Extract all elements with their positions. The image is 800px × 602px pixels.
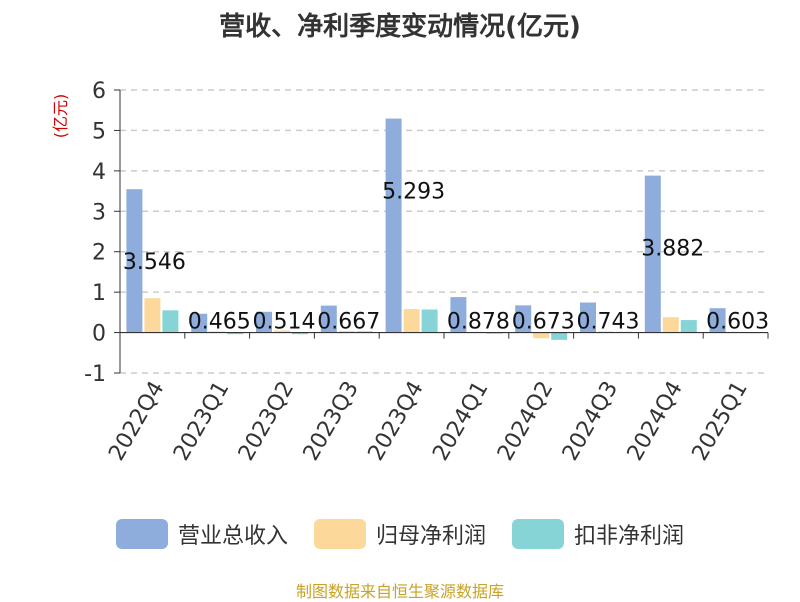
data-label: 0.603 (706, 310, 769, 335)
x-tick-label: 2025Q1 (687, 377, 752, 465)
legend-swatch-net-profit (313, 519, 366, 549)
y-tick-label: 2 (92, 241, 106, 266)
x-tick-label: 2024Q2 (493, 377, 558, 465)
legend: 营业总收入 归母净利润 扣非净利润 (0, 518, 800, 550)
x-tick-label: 2024Q3 (558, 377, 623, 465)
x-tick-label: 2024Q4 (623, 377, 688, 465)
bar-deducted-net-profit (162, 310, 179, 333)
bar-revenue (256, 311, 272, 333)
legend-label-revenue: 营业总收入 (177, 524, 288, 549)
data-label: 0.673 (512, 310, 575, 335)
x-tick-label: 2023Q4 (363, 377, 428, 465)
data-label: 0.667 (317, 310, 380, 335)
y-tick-label: 5 (92, 119, 106, 144)
y-tick-label: 0 (92, 322, 106, 347)
bar-deducted-net-profit (551, 332, 568, 340)
data-label: 0.878 (447, 310, 510, 335)
legend-label-net-profit: 归母净利润 (375, 524, 486, 549)
y-tick-label: 4 (92, 160, 106, 185)
bar-net-profit (274, 330, 290, 333)
bar-deducted-net-profit (292, 332, 308, 335)
source-note: 制图数据来自恒生聚源数据库 (295, 582, 504, 601)
bar-net-profit (338, 330, 355, 333)
bar-net-profit (598, 331, 614, 333)
y-tick-label: 3 (92, 200, 106, 225)
bar-revenue (320, 305, 337, 333)
x-tick-label: 2023Q2 (234, 377, 299, 465)
data-label: 0.743 (577, 310, 640, 335)
bar-net-profit (403, 309, 420, 333)
chart-title: 营收、净利季度变动情况(亿元) (219, 12, 581, 42)
data-label: 3.882 (641, 237, 704, 262)
legend-item-net-profit[interactable]: 归母净利润 (313, 518, 486, 550)
legend-swatch-revenue (115, 519, 168, 549)
bar-net-profit (209, 331, 226, 333)
data-label: 0.514 (253, 310, 316, 335)
bar-net-profit (144, 298, 161, 333)
legend-swatch-deducted-net-profit (512, 519, 564, 549)
data-label: 0.465 (188, 310, 251, 335)
bar-revenue (385, 118, 402, 333)
bar-revenue (126, 189, 143, 333)
bar-deducted-net-profit (227, 332, 244, 335)
bar-deducted-net-profit (421, 309, 438, 333)
bar-revenue (515, 305, 532, 333)
legend-item-deducted-net-profit[interactable]: 扣非净利润 (512, 518, 684, 550)
bar-deducted-net-profit (356, 331, 373, 333)
y-axis-label: (亿元) (51, 94, 70, 139)
x-tick-label: 2023Q3 (299, 377, 364, 465)
bar-net-profit (533, 332, 550, 339)
y-tick-label: 1 (92, 281, 106, 306)
y-tick-label: 6 (92, 79, 106, 104)
legend-item-revenue[interactable]: 营业总收入 (115, 518, 288, 550)
bar-net-profit (662, 317, 679, 333)
x-tick-label: 2023Q1 (169, 377, 234, 465)
bar-revenue (191, 313, 208, 333)
x-tick-label: 2022Q4 (104, 377, 169, 465)
y-tick-label: -1 (84, 362, 106, 387)
legend-label-deducted-net-profit: 扣非净利润 (574, 524, 685, 549)
bar-revenue (580, 302, 596, 333)
data-label: 5.293 (382, 180, 445, 205)
bar-deducted-net-profit (680, 320, 697, 333)
x-tick-label: 2024Q1 (428, 377, 493, 465)
bar-revenue (709, 308, 726, 333)
data-label: 3.546 (123, 250, 186, 275)
bar-revenue (644, 175, 661, 333)
bar-revenue (450, 297, 467, 333)
